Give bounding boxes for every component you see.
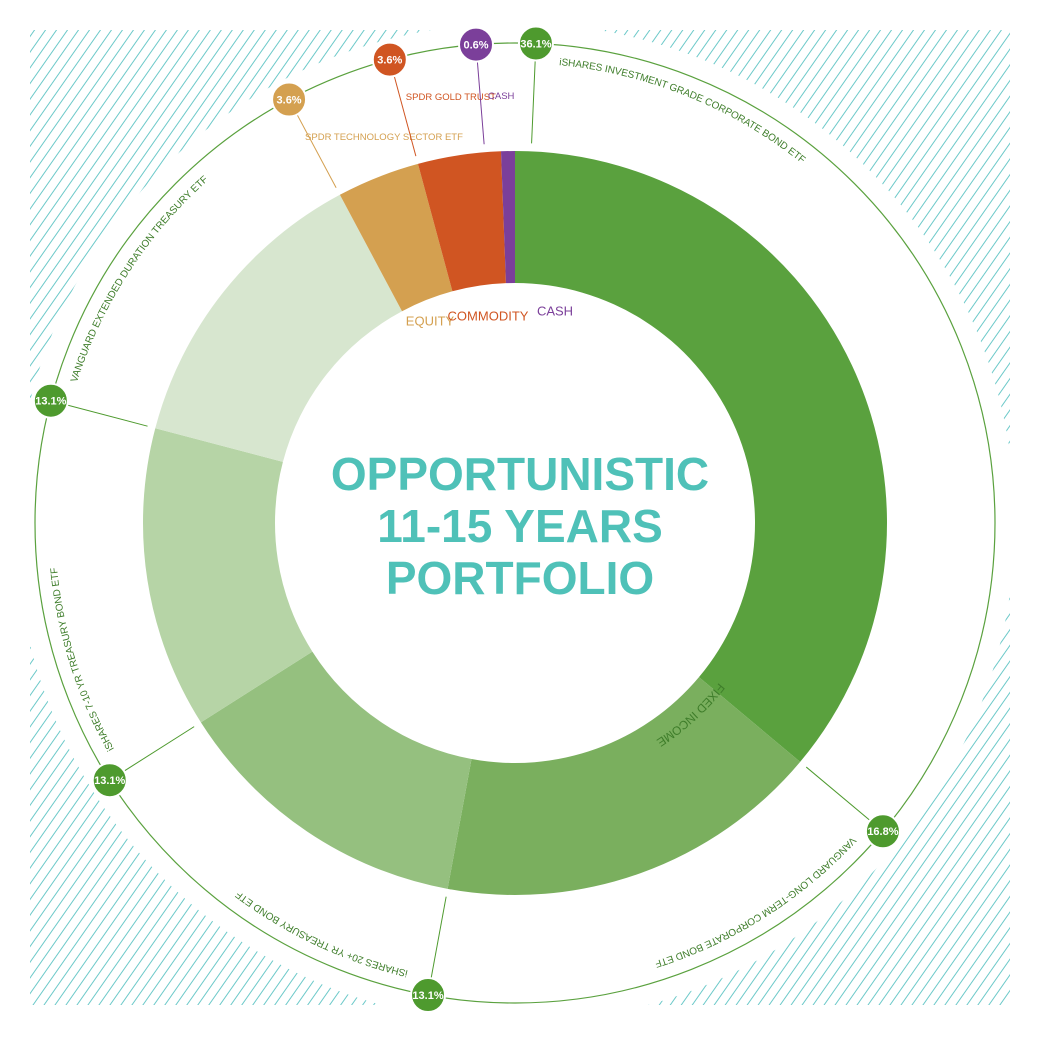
donut-segment [417,151,506,292]
donut-segment [200,651,472,889]
donut-segment [142,428,313,723]
donut-segment [500,151,515,284]
chart-title: OPPORTUNISTIC [331,448,709,500]
value-label: 0.6% [463,39,488,51]
chart-title: 11-15 YEARS [377,500,663,552]
value-label: 13.1% [412,990,443,1002]
value-label: 13.1% [35,396,66,408]
value-badge [864,813,901,850]
value-badge [32,382,69,419]
value-label: 3.6% [277,94,302,106]
value-badge [371,41,408,78]
donut-segment [447,677,801,895]
category-label: SPDR GOLD TRUST [406,92,496,103]
value-label: 3.6% [377,55,402,67]
value-badge [271,81,308,118]
outer-ring [34,42,996,1004]
value-label: 13.1% [94,775,125,787]
value-badge [410,977,447,1014]
value-badge [517,25,554,62]
value-label: 36.1% [520,38,551,50]
donut-segment [515,151,887,762]
donut-segment [339,163,453,312]
group-label: COMMODITY [448,308,529,323]
value-label: 16.8% [867,826,898,838]
value-badge [458,26,495,63]
group-label: EQUITY [406,313,455,328]
chart-title: PORTFOLIO [386,552,654,604]
value-badge [91,762,128,799]
group-label: CASH [537,303,573,318]
donut-segment [155,194,403,462]
category-label: SPDR TECHNOLOGY SECTOR ETF [305,132,463,143]
category-label: CASH [488,91,515,102]
